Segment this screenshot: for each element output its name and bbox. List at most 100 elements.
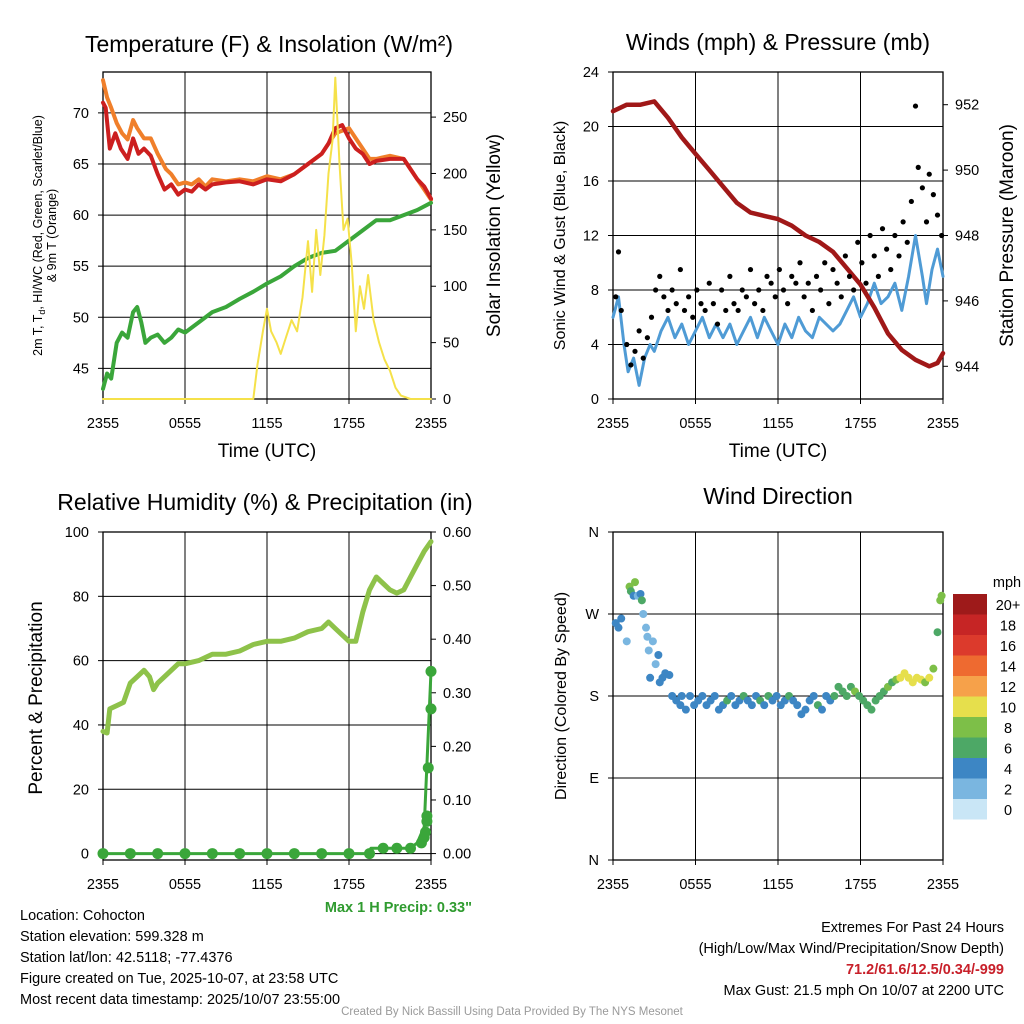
gust-point: [846, 273, 853, 279]
gust-point: [644, 335, 650, 341]
x-tick-label: 1155: [251, 416, 282, 432]
y-tick-label: S: [589, 689, 599, 705]
precip-dot: [152, 848, 164, 860]
gust-point: [884, 246, 890, 252]
chart-title: Temperature (F) & Insolation (W/m²): [85, 31, 453, 57]
gust-point: [813, 273, 820, 279]
direction-point: [772, 692, 781, 700]
legend-swatch: [953, 717, 987, 738]
gust-point: [739, 287, 745, 293]
y-tick-label: N: [589, 853, 599, 869]
gust-point: [838, 294, 844, 300]
extremes-subtitle: (High/Low/Max Wind/Precipitation/Snow De…: [698, 941, 1004, 957]
gust-point: [797, 260, 803, 266]
legend-swatch: [953, 758, 987, 779]
gust-point: [723, 307, 729, 314]
y-tick-label: 55: [73, 259, 89, 275]
precip-dot: [391, 842, 403, 854]
y2-axis-title: Station Pressure (Maroon): [997, 124, 1018, 347]
direction-point: [747, 701, 756, 710]
gust-point: [875, 273, 881, 279]
chart-title: Wind Direction: [703, 483, 853, 509]
precip-dot: [124, 848, 136, 860]
gust-point: [926, 171, 932, 177]
legend-label: 4: [1004, 762, 1012, 778]
y-tick-label: 80: [73, 589, 89, 605]
precip-dot: [421, 810, 433, 822]
gust-point: [686, 294, 692, 300]
gust-point: [661, 294, 667, 300]
direction-point: [925, 673, 934, 682]
y2-tick-label: 0: [443, 392, 451, 408]
legend-swatch: [953, 614, 987, 635]
x-tick-label: 0555: [679, 877, 711, 893]
y-tick-label: 24: [583, 65, 599, 81]
gust-point: [669, 287, 675, 293]
y-tick-label: 0: [591, 392, 599, 408]
gust-point: [822, 260, 828, 266]
gust-point: [776, 266, 782, 273]
gust-point: [747, 266, 754, 273]
gust-point: [768, 280, 774, 286]
y-tick-label: 50: [73, 310, 89, 326]
direction-point: [617, 614, 626, 623]
precip-dot: [316, 848, 328, 860]
direction-point: [698, 692, 707, 700]
gust-point: [694, 287, 700, 293]
extremes-info: Extremes For Past 24 Hours (High/Low/Max…: [699, 918, 1004, 1002]
legend-swatch: [953, 594, 987, 615]
precip-dot: [97, 848, 109, 860]
gust-point: [834, 280, 840, 286]
direction-point: [681, 705, 690, 714]
y-label-subscript: d: [37, 310, 47, 315]
gust-point: [735, 307, 741, 314]
winds-pressure-panel: 2355 0555 1155 1755 2355 0 4 8 12 16 20 24 944 946 948…: [552, 29, 1018, 462]
legend-swatch: [953, 635, 987, 656]
gust-point: [867, 232, 873, 239]
legend-label: 10: [1000, 701, 1016, 717]
gust-point: [673, 301, 679, 307]
gust-point: [801, 294, 807, 300]
x-tick-label: 0555: [169, 877, 201, 893]
gust-point: [653, 287, 659, 293]
precip-dot: [234, 848, 246, 860]
gust-point: [919, 185, 925, 191]
y-tick-label: 70: [73, 106, 89, 122]
recent-data-text: Most recent data timestamp: 2025/10/07 2…: [20, 992, 341, 1008]
gust-point: [752, 301, 758, 307]
gust-point: [912, 103, 919, 109]
gust-point: [615, 249, 622, 255]
legend-label: 12: [1000, 680, 1016, 696]
legend-swatch: [953, 778, 987, 799]
y2-tick-label: 200: [443, 166, 467, 182]
direction-point: [642, 623, 650, 632]
precip-dot: [420, 826, 432, 838]
gust-point: [648, 314, 655, 320]
max-gust-text: Max Gust: 21.5 mph On 10/07 at 2200 UTC: [723, 983, 1004, 999]
direction-point: [644, 646, 653, 655]
y2-tick-label: 0.60: [443, 525, 471, 541]
gust-point: [855, 239, 861, 245]
y2-tick-label: 0.20: [443, 739, 471, 755]
series-line-red: [101, 100, 433, 201]
y-tick-label: 8: [591, 283, 599, 299]
x-axis-title: Time (UTC): [729, 441, 828, 462]
y2-tick-label: 948: [955, 229, 979, 245]
y-tick-label: 65: [73, 157, 89, 173]
chart-title: Winds (mph) & Pressure (mb): [626, 29, 930, 55]
x-tick-label: 1755: [844, 877, 876, 893]
gust-point: [780, 287, 787, 293]
x-tick-label: 2355: [87, 877, 119, 893]
precip-dot: [261, 848, 273, 860]
direction-point: [631, 578, 639, 587]
y2-tick-label: 50: [443, 336, 459, 352]
x-axis-title: Time (UTC): [218, 441, 317, 462]
y2-tick-label: 0.50: [443, 579, 471, 595]
precip-dot: [364, 848, 375, 860]
direction-point: [639, 610, 648, 618]
y2-tick-label: 100: [443, 279, 467, 295]
x-tick-label: 0555: [679, 416, 711, 432]
legend-label: 0: [1004, 803, 1012, 819]
y-axis-title-line1: 2m T, Td, HI/WC (Red, Green, Scarlet/Blu…: [31, 115, 47, 356]
